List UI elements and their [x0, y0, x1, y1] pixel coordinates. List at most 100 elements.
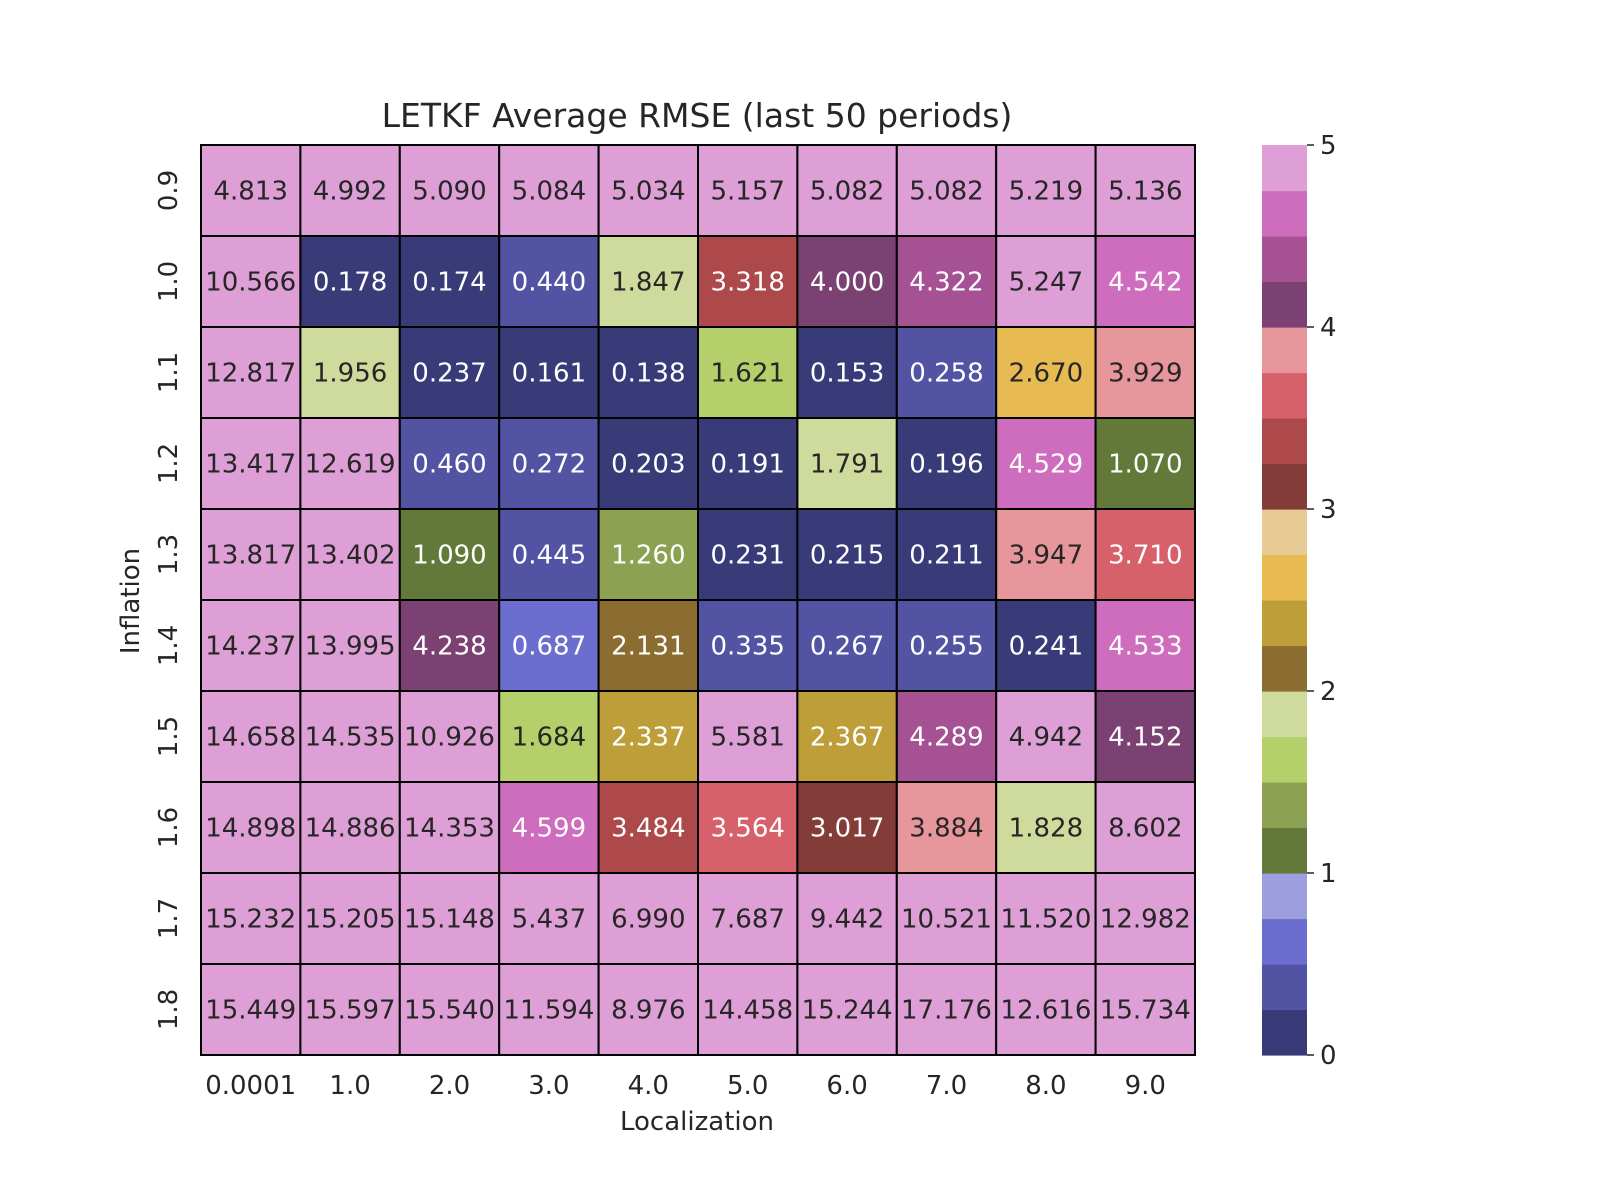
cell-value-label: 13.417 — [205, 450, 296, 480]
cell-value-label: 12.616 — [1000, 996, 1091, 1026]
colorbar-segment — [1262, 964, 1307, 1011]
heatmap-cell — [398, 781, 501, 874]
heatmap-cell — [498, 872, 600, 965]
cell-value-label: 1.828 — [1009, 814, 1083, 844]
heatmap-cell — [995, 417, 1097, 510]
cell-value-label: 2.131 — [611, 632, 685, 662]
cell-value-label: 14.658 — [205, 723, 296, 753]
heatmap-cell — [498, 235, 600, 328]
cell-value-label: 8.976 — [611, 996, 685, 1026]
heatmap-cell — [697, 417, 799, 510]
heatmap-cell — [895, 872, 998, 965]
heatmap-cell — [697, 144, 799, 237]
cell-value-label: 9.442 — [810, 905, 884, 935]
heatmap-cell — [895, 781, 998, 874]
cell-value-label: 10.521 — [901, 905, 992, 935]
cell-value-label: 3.318 — [710, 268, 784, 298]
colorbar-segment — [1262, 554, 1307, 601]
heatmap-cell — [995, 508, 1097, 601]
cell-value-label: 3.929 — [1108, 359, 1182, 389]
heatmap-cell — [200, 963, 302, 1056]
heatmap-cell — [200, 599, 302, 692]
colorbar-segment — [1262, 190, 1307, 237]
cell-value-label: 0.272 — [512, 450, 586, 480]
cell-value-label: 0.445 — [512, 541, 586, 571]
heatmap-cell — [796, 326, 898, 419]
cell-value-label: 7.687 — [710, 905, 784, 935]
colorbar-tick-label: 3 — [1320, 495, 1337, 525]
cell-value-label: 14.237 — [205, 632, 296, 662]
heatmap-cell — [995, 781, 1097, 874]
cell-value-label: 15.244 — [802, 996, 893, 1026]
cell-value-label: 14.458 — [702, 996, 793, 1026]
y-tick-labels: 0.9 1.0 1.1 1.2 1.3 1.4 1.5 1.6 1.7 1.8 — [154, 170, 184, 1030]
cell-value-label: 4.152 — [1108, 723, 1182, 753]
colorbar-segment — [1262, 372, 1307, 419]
x-tick-labels: 0.0001 1.0 2.0 3.0 4.0 5.0 6.0 7.0 8.0 9.0 — [205, 1071, 1166, 1101]
cell-value-label: 3.710 — [1108, 541, 1182, 571]
cell-value-label: 0.687 — [512, 632, 586, 662]
heatmap-cells: 4.813 4.992 5.090 5.084 5.034 5.157 5.082 5.082… — [200, 144, 1196, 1056]
cell-value-label: 4.599 — [512, 814, 586, 844]
colorbar-tick-label: 0 — [1320, 1041, 1337, 1071]
cell-value-label: 4.322 — [909, 268, 983, 298]
cell-value-label: 10.566 — [205, 268, 296, 298]
cell-value-label: 1.956 — [313, 359, 387, 389]
cell-value-label: 5.084 — [512, 177, 586, 207]
heatmap-cell — [796, 508, 898, 601]
y-tick-label: 1.4 — [154, 625, 184, 666]
cell-value-label: 15.734 — [1100, 996, 1191, 1026]
chart-title: LETKF Average RMSE (last 50 periods) — [382, 96, 1013, 135]
x-tick-label: 3.0 — [528, 1071, 569, 1101]
cell-value-label: 0.174 — [412, 268, 486, 298]
heatmap-cell — [1094, 417, 1196, 510]
heatmap-cell — [1094, 144, 1196, 237]
heatmap-cell — [200, 417, 302, 510]
cell-value-label: 1.070 — [1108, 450, 1182, 480]
heatmap-cell — [1094, 508, 1196, 601]
cell-value-label: 15.540 — [404, 996, 495, 1026]
heatmap-cell — [1094, 326, 1196, 419]
x-tick-label: 2.0 — [429, 1071, 470, 1101]
heatmap-cell — [597, 599, 699, 692]
cell-value-label: 4.000 — [810, 268, 884, 298]
heatmap-cell — [895, 326, 998, 419]
heatmap-cell — [995, 235, 1097, 328]
cell-value-label: 5.157 — [710, 177, 784, 207]
y-tick-label: 1.2 — [154, 443, 184, 484]
heatmap-cell — [995, 326, 1097, 419]
cell-value-label: 4.533 — [1108, 632, 1182, 662]
heatmap-cell — [697, 508, 799, 601]
colorbar-segment — [1262, 691, 1307, 738]
cell-value-label: 0.231 — [710, 541, 784, 571]
cell-value-label: 1.621 — [710, 359, 784, 389]
heatmap-cell — [398, 599, 501, 692]
cell-value-label: 11.594 — [503, 996, 594, 1026]
colorbar-tick-label: 4 — [1320, 313, 1337, 343]
cell-value-label: 5.247 — [1009, 268, 1083, 298]
cell-value-label: 0.335 — [710, 632, 784, 662]
heatmap-cell — [697, 599, 799, 692]
heatmap-cell — [299, 326, 401, 419]
heatmap-cell — [1094, 963, 1196, 1056]
y-axis-label: Inflation — [116, 548, 146, 654]
cell-value-label: 13.995 — [305, 632, 396, 662]
colorbar-tick-label: 5 — [1320, 131, 1337, 161]
heatmap-cell — [1094, 690, 1196, 783]
cell-value-label: 0.211 — [909, 541, 983, 571]
cell-value-label: 0.241 — [1009, 632, 1083, 662]
cell-value-label: 5.581 — [710, 723, 784, 753]
heatmap-cell — [995, 599, 1097, 692]
heatmap-cell — [200, 690, 302, 783]
cell-value-label: 1.847 — [611, 268, 685, 298]
y-tick-label: 1.6 — [154, 807, 184, 848]
cell-value-label: 5.082 — [909, 177, 983, 207]
heatmap-cell — [796, 690, 898, 783]
cell-value-label: 2.367 — [810, 723, 884, 753]
cell-value-label: 15.148 — [404, 905, 495, 935]
colorbar-segment — [1262, 782, 1307, 829]
cell-value-label: 0.460 — [412, 450, 486, 480]
heatmap-cell — [398, 144, 501, 237]
cell-value-label: 12.619 — [305, 450, 396, 480]
